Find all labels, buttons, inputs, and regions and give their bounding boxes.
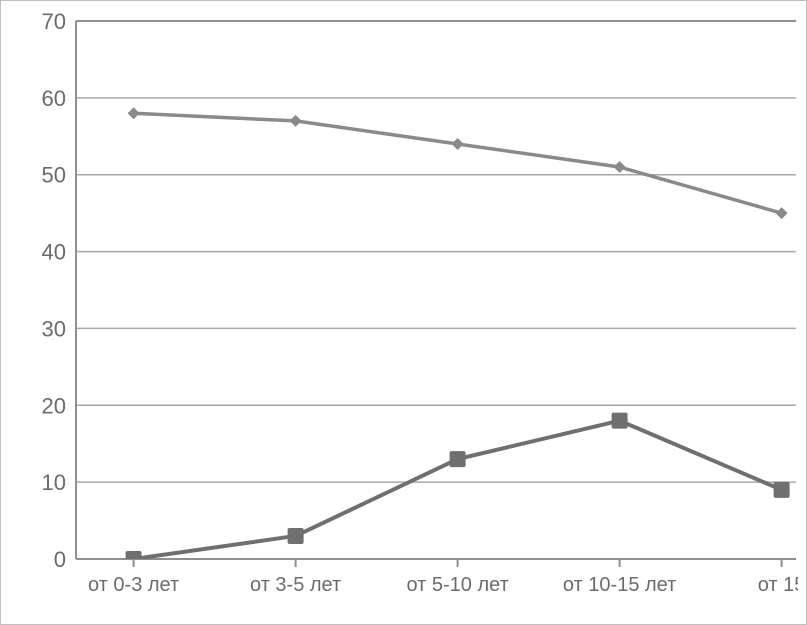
x-tick-label: от 5-10 лет bbox=[406, 574, 508, 596]
y-tick-label: 20 bbox=[42, 393, 66, 418]
y-tick-label: 70 bbox=[42, 11, 66, 34]
x-tick-label: от 15 bbox=[758, 574, 798, 596]
data-marker bbox=[450, 451, 466, 467]
chart-outer-frame: 0 10 20 30 40 50 60 70 от 0-3 лет от 3-5 лет от 5-… bbox=[0, 0, 807, 625]
y-tick-label: 30 bbox=[42, 316, 66, 341]
y-tick-label: 60 bbox=[42, 86, 66, 111]
x-tick-label: от 10-15 лет bbox=[563, 574, 676, 596]
line-chart: 0 10 20 30 40 50 60 70 от 0-3 лет от 3-5 лет от 5-… bbox=[21, 11, 798, 611]
y-tick-label: 0 bbox=[54, 547, 66, 572]
data-marker bbox=[774, 482, 790, 498]
x-tick-label: от 0-3 лет bbox=[88, 574, 179, 596]
y-tick-label: 10 bbox=[42, 470, 66, 495]
plot-background bbox=[76, 21, 796, 559]
data-marker bbox=[288, 528, 304, 544]
data-marker bbox=[612, 413, 628, 429]
y-tick-label: 50 bbox=[42, 163, 66, 188]
chart-container: 0 10 20 30 40 50 60 70 от 0-3 лет от 3-5 лет от 5-… bbox=[21, 11, 796, 609]
y-tick-label: 40 bbox=[42, 240, 66, 265]
x-tick-label: от 3-5 лет bbox=[250, 574, 341, 596]
